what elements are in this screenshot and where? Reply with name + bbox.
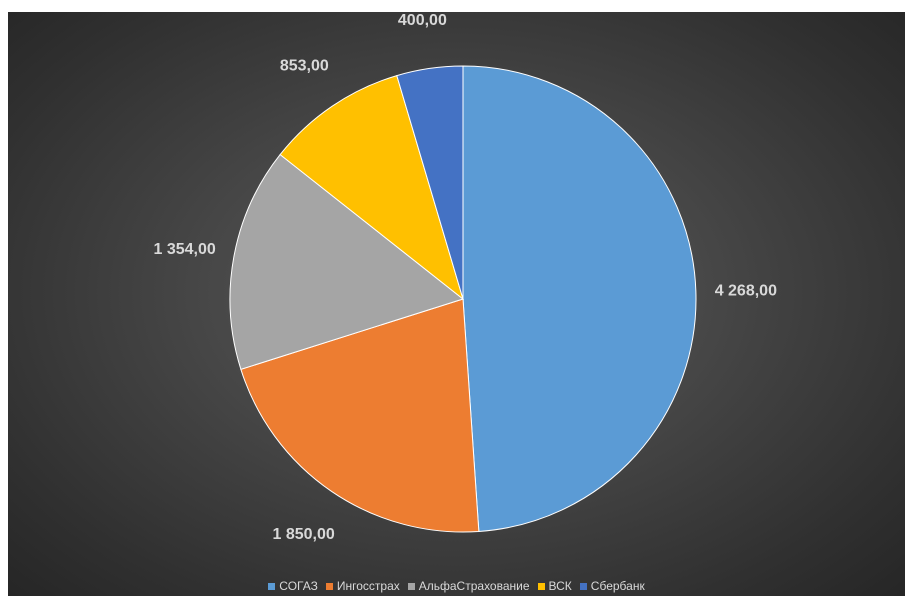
legend-label-sogaz: СОГАЗ <box>279 579 318 593</box>
pie-slice-vsk <box>279 74 464 301</box>
legend-label-ingosstrakh: Ингосстрах <box>336 579 400 593</box>
legend-item-vsk: ВСК <box>537 579 572 593</box>
data-label-alfastrakhovanie: 1 354,00 <box>153 241 215 258</box>
pie-slice-sberbank <box>396 65 464 300</box>
legend-item-sogaz: СОГАЗ <box>268 579 318 593</box>
data-label-sberbank: 400,00 <box>398 12 447 29</box>
data-label-ingosstrakh: 1 850,00 <box>273 526 335 543</box>
legend-item-sberbank: Сбербанк <box>579 579 645 593</box>
legend-label-vsk: ВСК <box>548 579 572 593</box>
pie-slice-sogaz <box>462 65 697 532</box>
legend-swatch-alfastrakhovanie <box>407 582 415 590</box>
legend-swatch-sogaz <box>268 582 276 590</box>
legend-item-alfastrakhovanie: АльфаСтрахование <box>407 579 530 593</box>
legend-swatch-ingosstrakh <box>325 582 333 590</box>
pie-slice-ingosstrakh <box>240 298 480 533</box>
pie-chart: 4 268,00 1 850,00 1 354,00 853,00 400,00 <box>153 12 777 543</box>
pie-slice-alfastrakhovanie <box>229 153 465 370</box>
chart-area: 4 268,00 1 850,00 1 354,00 853,00 400,00 СОГ… <box>8 12 905 596</box>
legend: СОГАЗ Ингосстрах АльфаСтрахование ВСК Сб… <box>8 579 905 593</box>
legend-label-sberbank: Сбербанк <box>590 579 645 593</box>
data-label-sogaz: 4 268,00 <box>715 282 777 299</box>
legend-swatch-vsk <box>537 582 545 590</box>
legend-swatch-sberbank <box>579 582 587 590</box>
legend-item-ingosstrakh: Ингосстрах <box>325 579 400 593</box>
legend-label-alfastrakhovanie: АльфаСтрахование <box>418 579 530 593</box>
data-label-vsk: 853,00 <box>280 58 329 75</box>
